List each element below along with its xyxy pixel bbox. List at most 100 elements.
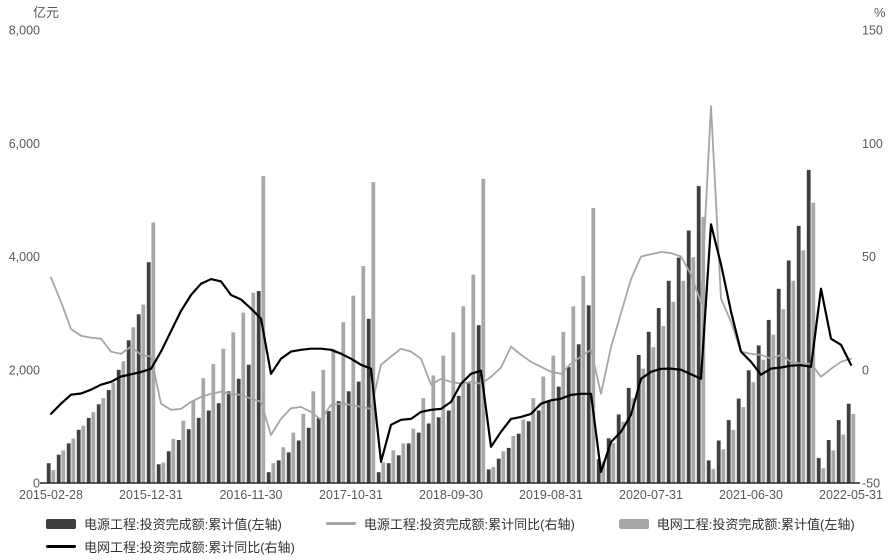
line-series-0 [50,105,852,436]
bar-2021-06 [746,370,751,483]
bar-2020-11 [686,230,691,483]
bar-2017-11 [356,381,361,483]
left-axis-unit: 亿元 [33,5,59,20]
bar-2017-07 [321,369,326,484]
bar-2021-03 [716,440,721,483]
bar-2015-07 [96,404,101,483]
bar-2019-08 [551,355,556,483]
bar-2018-06 [421,398,426,483]
legend-label-power-yoy: 电源工程:投资完成额:累计同比(右轴) [363,517,575,532]
bar-2015-04 [71,438,76,483]
left-axis-tick: 0 [33,477,40,491]
bar-2021-09 [781,309,786,483]
bar-2017-05 [296,440,301,483]
legend-bar-swatch-power [46,518,76,529]
bar-2016-10 [241,312,246,483]
bar-2015-04 [66,443,71,483]
bar-2018-07 [426,423,431,483]
bar-2019-07 [541,376,546,483]
x-axis-tick: 2015-02-28 [19,488,83,502]
right-axis-tick: -50 [862,477,880,491]
bar-2021-10 [791,280,796,483]
bar-2015-09 [121,361,126,483]
bar-2021-12 [806,169,811,483]
bar-2016-10 [236,378,241,483]
bar-2022-04 [841,434,846,483]
x-axis-tick: 2016-11-30 [219,488,282,502]
bar-2015-11 [141,304,146,483]
bar-2019-03 [496,458,501,483]
bar-2017-08 [326,411,331,483]
bar-2017-09 [341,322,346,483]
bar-2017-03 [276,460,281,483]
line-series-1 [49,223,853,473]
bar-2020-02 [596,459,601,483]
left-axis-tick: 8,000 [9,24,40,38]
bar-2017-06 [311,391,316,483]
bar-2018-05 [411,428,416,483]
legend-item-power-value: 电源工程:投资完成额:累计值(左轴) [46,514,282,533]
bar-2017-08 [331,348,336,483]
right-axis-tick: 150 [862,24,883,38]
bar-2016-06 [196,417,201,483]
bar-2021-05 [736,398,741,483]
bar-2015-07 [101,398,106,483]
bar-2021-04 [726,420,731,483]
bar-2016-02 [156,464,161,483]
bar-2018-12 [476,325,481,483]
legend-item-grid-yoy: 电网工程:投资完成额:累计同比(右轴) [46,537,295,556]
bar-2021-04 [731,429,736,483]
legend-row-2: 电网工程:投资完成额:累计同比(右轴) [46,535,886,558]
left-axis-tick: 4,000 [9,250,40,264]
bar-2017-09 [336,401,341,483]
chart-canvas: 亿元 % 8,000 6,000 4,000 2,000 0 150 100 50 0 -50 2015… [9,5,886,502]
legend-line-swatch-power-yoy [325,522,356,525]
x-axis-tick: 2021-06-30 [719,488,783,502]
bar-2020-06 [636,355,641,483]
bar-2021-11 [796,225,801,483]
bar-2016-11 [246,364,251,483]
bar-2022-04 [836,420,841,483]
bar-2017-12 [371,182,376,483]
bar-2021-05 [741,407,746,483]
bar-2018-10 [461,306,466,483]
left-axis-tick: 6,000 [9,137,40,151]
bar-2017-03 [281,447,286,483]
bar-2015-05 [76,429,81,483]
bar-2019-09 [561,331,566,483]
bar-2018-09 [446,410,451,483]
bar-2017-11 [361,266,366,483]
bar-2018-11 [466,383,471,483]
bar-2016-07 [206,410,211,483]
bar-2016-08 [216,403,221,483]
bar-2022-05 [846,403,851,483]
bar-2016-08 [221,348,226,483]
legend-item-grid-value: 电网工程:投资完成额:累计值(左轴) [618,514,855,533]
bar-2018-08 [441,355,446,483]
bar-2020-06 [641,368,646,483]
bar-2018-03 [386,463,391,483]
bar-2015-10 [131,327,136,483]
bar-2015-12 [146,262,151,483]
bar-2020-12 [696,186,701,483]
bar-2018-04 [396,455,401,483]
x-axis-tick: 2019-08-31 [519,488,583,502]
bar-2015-02 [51,470,56,483]
bar-2020-07 [651,347,656,483]
bar-2021-02 [711,468,716,483]
bar-2019-08 [546,400,551,483]
bar-2017-05 [301,413,306,483]
bar-2019-12 [591,208,596,483]
bar-2018-02 [376,472,381,483]
bar-2019-04 [511,436,516,483]
bar-2016-07 [211,364,216,483]
bar-2020-04 [621,421,626,483]
bar-2021-10 [786,260,791,483]
bar-2020-09 [671,301,676,483]
legend-label-grid-yoy: 电网工程:投资完成额:累计同比(右轴) [84,540,295,555]
x-axis-tick: 2017-10-31 [319,488,383,502]
bar-2022-03 [831,450,836,483]
bar-2016-09 [226,391,231,483]
left-axis-tick: 2,000 [9,363,40,377]
bar-2015-08 [111,382,116,483]
